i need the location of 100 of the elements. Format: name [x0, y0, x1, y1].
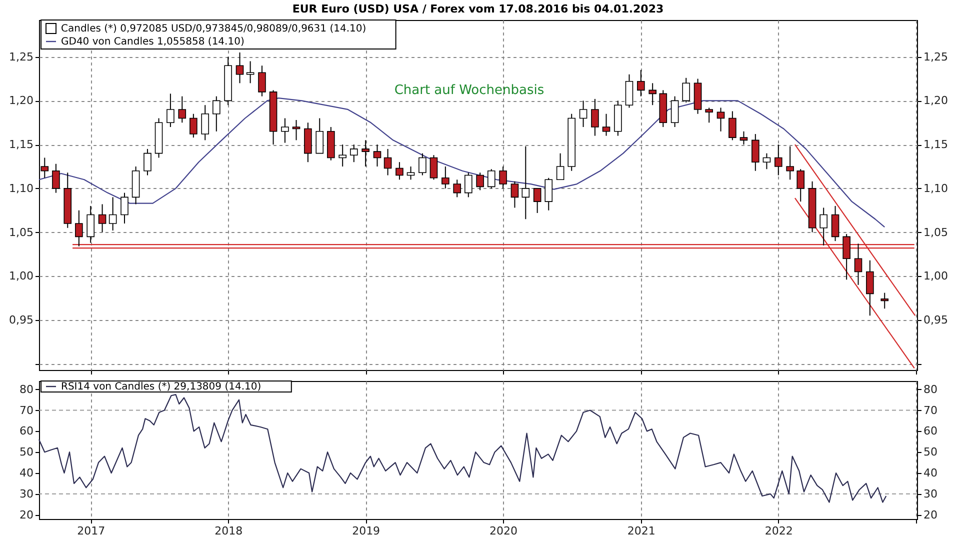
candlestick: [533, 188, 542, 214]
candlestick: [292, 120, 300, 141]
line-series: [38, 98, 886, 228]
candlestick: [396, 162, 404, 180]
candlestick: [556, 152, 564, 180]
y-tick-label: 1,00: [9, 270, 34, 283]
x-tick-label: 2019: [352, 524, 380, 538]
candlestick: [258, 65, 266, 97]
y2-tick-label: 50: [924, 446, 938, 459]
candlestick: [637, 70, 645, 97]
annotation: Chart auf Wochenbasis: [394, 83, 544, 98]
y-tick-label: 20: [20, 508, 34, 522]
candlestick: [510, 180, 519, 208]
y-tick-label: 70: [20, 404, 34, 417]
x-tick-label: 2021: [627, 524, 656, 538]
candlestick: [716, 107, 725, 132]
candlestick: [108, 196, 117, 232]
candlestick: [178, 96, 186, 124]
y2-tick-label: 0,95: [924, 314, 948, 326]
candlestick: [201, 104, 210, 141]
candlestick: [854, 243, 862, 286]
candlestick: [442, 166, 450, 189]
line-series: [38, 394, 887, 503]
candlestick: [591, 98, 599, 136]
legend-label: RSI14 von Candles (*) 29,13809 (14.10): [61, 382, 262, 392]
candlestick: [866, 260, 874, 316]
candlestick: [212, 96, 220, 132]
y2-tick-label: 40: [924, 466, 938, 480]
candlestick: [464, 172, 472, 198]
y2-tick-label: 80: [924, 382, 938, 396]
x-tick-label: 2017: [77, 524, 106, 538]
candlestick: [648, 82, 656, 106]
legend-label: GD40 von Candles 1,055858 (14.10): [61, 36, 244, 48]
y2-tick-label: 1,05: [924, 226, 948, 239]
y-tick-label: 1,05: [9, 226, 34, 239]
candlestick: [682, 77, 690, 103]
y-tick-label: 80: [20, 382, 34, 396]
candlestick: [453, 179, 461, 198]
candlestick: [236, 52, 244, 84]
candlestick: [831, 205, 840, 242]
candlestick: [190, 113, 198, 138]
x-tick-label: 2020: [490, 524, 518, 538]
x-tick-label: 2022: [764, 524, 793, 538]
y-tick-label: 60: [20, 424, 34, 438]
legend-label: Candles (*) 0,972085 USD/0,973845/0,98089/0,9631 (14.10): [61, 24, 366, 34]
y-tick-label: 0,95: [9, 314, 34, 326]
candlestick: [786, 146, 794, 180]
candlestick: [430, 154, 438, 180]
y2-tick-label: 1,10: [924, 182, 948, 195]
candlestick: [166, 93, 174, 128]
candlestick: [52, 163, 60, 194]
y2-tick-label: 1,20: [924, 94, 948, 108]
candlestick: [796, 168, 805, 202]
y-tick-label: 1,25: [9, 50, 34, 64]
y-tick-label: 1,10: [9, 182, 34, 195]
candlestick: [406, 166, 415, 180]
y-tick-label: 30: [20, 487, 34, 500]
candlestick: [579, 100, 588, 128]
candlestick: [120, 192, 128, 224]
candlestick: [338, 144, 346, 167]
candlestick: [740, 130, 748, 146]
candlestick: [820, 207, 828, 246]
candlestick: [75, 210, 83, 247]
chart-title: EUR Euro (USD) USA / Forex vom 17.08.2016 bis 04.01.2023: [292, 2, 664, 16]
candlestick: [384, 148, 392, 176]
y-tick-label: 1,15: [9, 138, 34, 152]
candlestick: [705, 107, 713, 124]
y2-tick-label: 70: [924, 404, 938, 417]
candlestick: [98, 204, 106, 233]
candlestick: [752, 134, 760, 172]
y2-tick-label: 1,25: [924, 50, 948, 64]
y-tick-label: 50: [20, 446, 34, 459]
candlestick: [728, 110, 736, 141]
candlestick: [350, 144, 358, 163]
candlestick: [281, 118, 289, 144]
x-tick-label: 2018: [214, 524, 243, 538]
y-tick-label: 40: [20, 466, 34, 480]
y2-tick-label: 1,15: [924, 138, 948, 152]
y2-tick-label: 30: [924, 487, 938, 500]
candlestick: [625, 74, 634, 108]
candlestick: [880, 292, 889, 310]
candlestick: [362, 140, 370, 167]
candlestick: [774, 144, 782, 176]
candlestick: [246, 60, 254, 84]
candlestick: [144, 148, 152, 176]
candlestick: [86, 205, 95, 244]
candlestick: [316, 118, 324, 154]
y2-tick-label: 60: [924, 424, 938, 438]
y-tick-label: 1,20: [9, 94, 34, 108]
candlestick: [602, 113, 610, 136]
candlestick: [842, 234, 850, 280]
candlestick: [522, 146, 530, 220]
candlestick: [373, 144, 382, 167]
candlestick: [670, 96, 679, 128]
y2-tick-label: 20: [924, 508, 938, 522]
candlestick: [762, 152, 771, 170]
candlestick: [418, 152, 426, 176]
candlestick: [499, 166, 507, 189]
candlestick: [476, 172, 484, 191]
candlestick: [487, 168, 496, 189]
